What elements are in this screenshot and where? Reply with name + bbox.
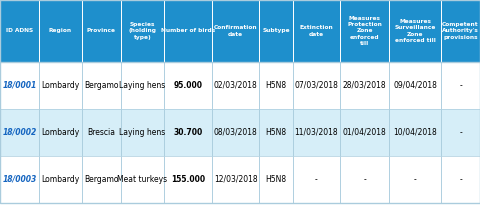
Text: Lombardy: Lombardy	[41, 128, 79, 137]
Text: 10/04/2018: 10/04/2018	[393, 128, 437, 137]
Bar	[164, 0, 212, 62]
Bar	[389, 109, 441, 156]
Bar	[0, 109, 39, 156]
Text: 02/03/2018: 02/03/2018	[214, 81, 258, 90]
Bar	[212, 0, 259, 62]
Bar	[212, 109, 259, 156]
Bar	[120, 62, 164, 109]
Bar	[39, 0, 82, 62]
Text: 18/0001: 18/0001	[2, 81, 36, 90]
Text: ID ADNS: ID ADNS	[6, 28, 33, 33]
Bar	[441, 62, 480, 109]
Bar	[0, 156, 480, 203]
Text: 01/04/2018: 01/04/2018	[343, 128, 386, 137]
Bar	[39, 156, 82, 203]
Bar	[259, 156, 293, 203]
Bar	[82, 62, 120, 109]
Text: Number of birds: Number of birds	[161, 28, 216, 33]
Text: Subtype: Subtype	[262, 28, 290, 33]
Text: Confirmation
date: Confirmation date	[214, 25, 258, 36]
Text: Brescia: Brescia	[87, 128, 115, 137]
Bar	[39, 109, 82, 156]
Text: 07/03/2018: 07/03/2018	[294, 81, 338, 90]
Bar	[0, 109, 480, 156]
Text: Laying hens: Laying hens	[119, 128, 166, 137]
Text: 18/0003: 18/0003	[2, 175, 36, 184]
Text: 12/03/2018: 12/03/2018	[214, 175, 258, 184]
Text: 18/0002: 18/0002	[2, 128, 36, 137]
Text: 155.000: 155.000	[171, 175, 205, 184]
Text: H5N8: H5N8	[265, 81, 287, 90]
Bar	[0, 62, 480, 109]
Bar	[340, 0, 389, 62]
Bar	[340, 62, 389, 109]
Bar	[389, 156, 441, 203]
Text: Lombardy: Lombardy	[41, 81, 79, 90]
Text: Competent
Authority's
provisions: Competent Authority's provisions	[442, 22, 479, 40]
Bar	[293, 109, 340, 156]
Bar	[120, 109, 164, 156]
Text: Measures
Surveillance
Zone
enforced till: Measures Surveillance Zone enforced till	[395, 19, 436, 43]
Bar	[0, 62, 39, 109]
Bar	[340, 109, 389, 156]
Text: 08/03/2018: 08/03/2018	[214, 128, 258, 137]
Bar	[164, 156, 212, 203]
Bar	[441, 0, 480, 62]
Text: Bergamo: Bergamo	[84, 175, 118, 184]
Bar	[293, 62, 340, 109]
Bar	[293, 156, 340, 203]
Text: Region: Region	[48, 28, 72, 33]
Bar	[212, 62, 259, 109]
Bar	[259, 0, 293, 62]
Bar	[39, 62, 82, 109]
Text: -: -	[414, 175, 417, 184]
Bar	[441, 109, 480, 156]
Text: 09/04/2018: 09/04/2018	[393, 81, 437, 90]
Text: -: -	[459, 81, 462, 90]
Text: Extinction
date: Extinction date	[300, 25, 333, 36]
Bar	[164, 62, 212, 109]
Text: Bergamo: Bergamo	[84, 81, 118, 90]
Bar	[441, 156, 480, 203]
Bar	[259, 62, 293, 109]
Text: H5N8: H5N8	[265, 175, 287, 184]
Text: H5N8: H5N8	[265, 128, 287, 137]
Text: 30.700: 30.700	[174, 128, 203, 137]
Bar	[0, 156, 39, 203]
Bar	[389, 62, 441, 109]
Text: Lombardy: Lombardy	[41, 175, 79, 184]
Text: Meat turkeys: Meat turkeys	[117, 175, 168, 184]
Text: Species
(holding
type): Species (holding type)	[128, 22, 156, 40]
Text: 28/03/2018: 28/03/2018	[343, 81, 386, 90]
Bar	[82, 109, 120, 156]
Bar	[82, 156, 120, 203]
Text: 95.000: 95.000	[174, 81, 203, 90]
Bar	[389, 0, 441, 62]
Text: -: -	[459, 128, 462, 137]
Bar	[120, 0, 164, 62]
Bar	[0, 0, 39, 62]
Text: Measures
Protection
Zone
enforced
till: Measures Protection Zone enforced till	[347, 16, 382, 46]
Bar	[164, 109, 212, 156]
Text: Province: Province	[86, 28, 116, 33]
Bar	[340, 156, 389, 203]
Bar	[212, 156, 259, 203]
Text: -: -	[459, 175, 462, 184]
Bar	[293, 0, 340, 62]
Text: -: -	[363, 175, 366, 184]
Bar	[82, 0, 120, 62]
Bar	[259, 109, 293, 156]
Text: Laying hens: Laying hens	[119, 81, 166, 90]
Bar	[120, 156, 164, 203]
Text: -: -	[315, 175, 318, 184]
Text: 11/03/2018: 11/03/2018	[294, 128, 338, 137]
